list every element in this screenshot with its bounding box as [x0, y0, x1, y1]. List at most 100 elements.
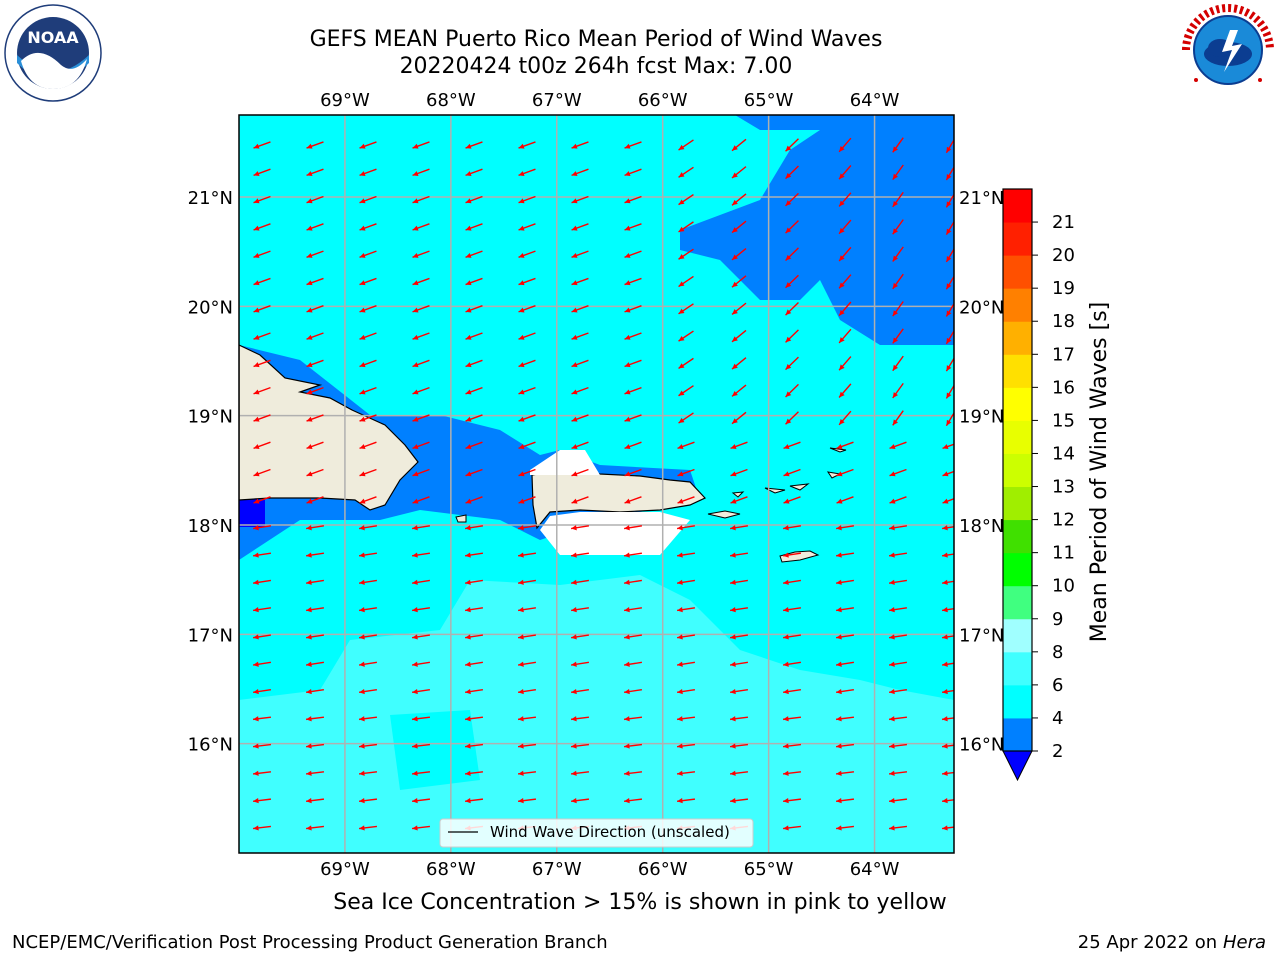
wind-arrow — [305, 552, 325, 558]
wind-arrow — [623, 579, 643, 585]
wind-arrow — [412, 468, 430, 477]
wind-arrow — [518, 414, 536, 422]
wind-arrow — [465, 250, 483, 258]
virgin-islands — [731, 447, 847, 498]
wind-arrow — [729, 688, 749, 695]
wind-arrow — [678, 303, 694, 315]
wind-arrow — [729, 743, 749, 749]
wind-arrow — [518, 880, 536, 885]
wind-arrow — [729, 552, 749, 558]
wind-arrow — [306, 441, 324, 450]
wind-arrow — [306, 386, 324, 395]
wind-arrow — [835, 552, 855, 558]
wind-arrow — [465, 141, 483, 149]
wind-arrow — [464, 770, 484, 776]
wind-arrow — [785, 220, 799, 234]
lat-label-left: 18°N — [188, 516, 233, 537]
lon-label-top: 65°W — [744, 90, 794, 111]
wind-arrow — [305, 579, 325, 585]
wind-arrow — [571, 359, 589, 368]
wind-arrow — [835, 798, 855, 804]
wind-arrow — [518, 141, 536, 149]
wind-arrow — [729, 525, 749, 531]
wind-arrow — [253, 332, 271, 340]
wind-arrow — [412, 223, 430, 231]
wind-arrow — [785, 274, 799, 289]
wind-arrow — [892, 301, 904, 317]
wind-arrow — [731, 247, 747, 261]
wind-arrow — [358, 825, 378, 831]
wind-arrow — [252, 607, 272, 613]
wind-arrow — [305, 825, 325, 831]
wind-arrow — [676, 661, 696, 667]
colorbar-tick-label: 8 — [1052, 642, 1063, 663]
wind-arrow — [731, 220, 747, 234]
colorbar-tick-label: 18 — [1052, 311, 1075, 332]
wind-arrow — [411, 798, 431, 804]
colorbar-swatch — [1003, 354, 1032, 388]
colorbar-swatch — [1003, 189, 1032, 223]
hispaniola-land — [239, 344, 419, 511]
wind-arrow — [464, 634, 484, 640]
wind-arrow — [941, 552, 954, 558]
wind-arrow — [623, 688, 643, 695]
wind-arrow — [730, 496, 748, 504]
wind-arrow — [571, 141, 589, 149]
wind-arrow — [623, 525, 643, 531]
wind-arrow — [838, 219, 852, 235]
wind-arrow — [570, 634, 590, 640]
wind-arrow — [358, 688, 378, 695]
wind-arrow — [945, 356, 954, 372]
lat-label-right: 21°N — [959, 188, 1004, 209]
wind-arrow — [253, 441, 271, 450]
wind-arrow — [678, 193, 694, 206]
colorbar-tick-label: 14 — [1052, 443, 1075, 464]
wind-arrow — [888, 688, 908, 695]
lon-label-top: 67°W — [532, 90, 582, 111]
wind-wave-direction-arrows — [252, 137, 954, 885]
wind-arrow — [624, 359, 642, 368]
wind-arrow — [465, 880, 483, 885]
wind-arrow — [412, 441, 430, 450]
wind-arrow — [517, 661, 537, 667]
wind-arrow — [252, 579, 272, 585]
wind-arrow — [465, 414, 483, 422]
wind-arrow — [411, 716, 431, 722]
colorbar-label: Mean Period of Wind Waves [s] — [1087, 302, 1112, 642]
wind-arrow — [359, 195, 377, 204]
wind-arrow — [465, 223, 483, 231]
wind-arrow — [624, 305, 642, 313]
wind-arrow — [411, 607, 431, 613]
colorbar-under-extension — [1002, 750, 1033, 782]
wind-arrow — [836, 468, 854, 477]
lon-label-top: 69°W — [320, 90, 370, 111]
wind-arrow — [253, 195, 271, 204]
period-field-2-4s-northeast — [680, 115, 954, 345]
wind-arrow — [941, 607, 954, 613]
wind-arrow — [782, 770, 802, 776]
wind-arrow — [570, 607, 590, 613]
wind-arrow — [678, 221, 694, 233]
wind-arrow — [252, 716, 272, 722]
wind-arrow — [517, 607, 537, 613]
wind-arrow — [945, 275, 954, 290]
wind-arrow — [730, 880, 748, 885]
wind-arrow — [731, 329, 747, 343]
wind-arrow — [306, 332, 324, 340]
wind-arrow — [464, 798, 484, 804]
lat-label-right: 16°N — [959, 735, 1004, 756]
wind-arrow — [411, 688, 431, 695]
wind-arrow — [359, 359, 377, 368]
wind-arrow — [941, 743, 954, 749]
wind-arrow — [785, 411, 799, 425]
wind-arrow — [412, 195, 430, 204]
lat-label-left: 20°N — [188, 297, 233, 318]
wind-arrow — [731, 193, 747, 206]
wind-arrow — [358, 770, 378, 776]
wind-arrow — [253, 359, 271, 368]
wind-arrow — [359, 277, 377, 286]
lon-label-bottom: 68°W — [426, 859, 476, 880]
wind-arrow — [892, 328, 904, 344]
wind-arrow — [892, 164, 904, 181]
wind-arrow — [252, 688, 272, 695]
